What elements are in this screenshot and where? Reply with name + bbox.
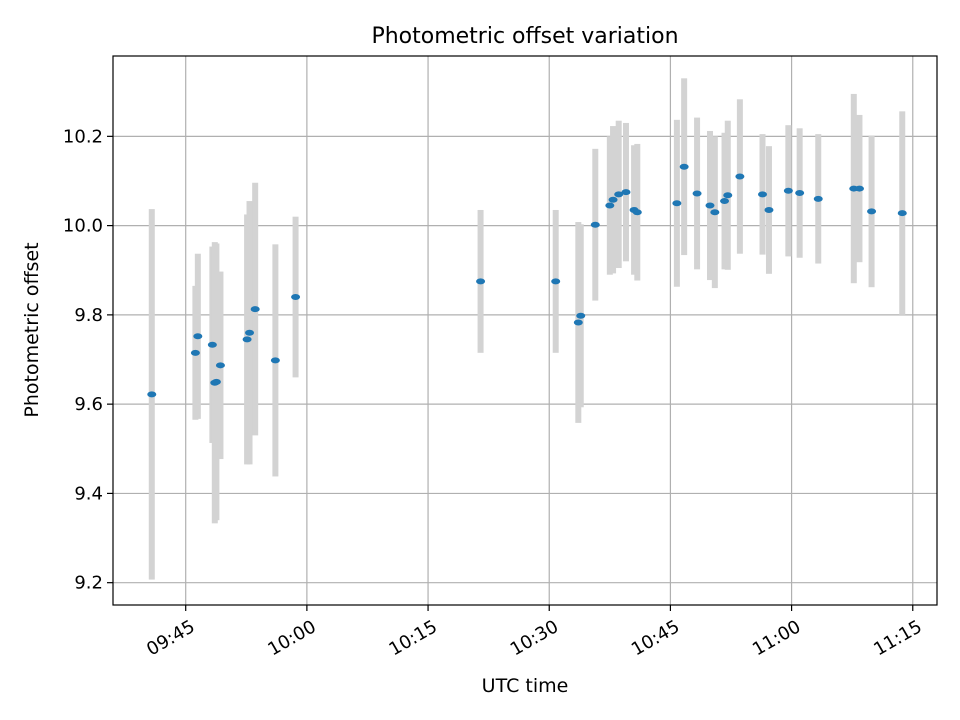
data-point (576, 312, 586, 319)
data-point (573, 319, 583, 326)
data-point (723, 192, 733, 199)
data-point (867, 208, 877, 215)
data-point (783, 187, 793, 194)
data-point (614, 191, 624, 198)
data-point (193, 333, 203, 340)
y-tick-label: 9.4 (74, 483, 103, 504)
y-axis: 9.2 9.4 9.6 9.8 10.0 10.2 (63, 126, 113, 594)
data-point (795, 190, 805, 197)
y-axis-label: Photometric offset (21, 242, 43, 417)
data-point (605, 202, 615, 209)
data-point (735, 173, 745, 180)
y-tick-label: 10.0 (63, 216, 103, 237)
data-point (854, 185, 864, 192)
data-point (608, 196, 618, 203)
data-point (211, 378, 221, 385)
data-point (551, 278, 561, 285)
data-points (147, 163, 907, 398)
data-point (710, 209, 720, 216)
chart-title: Photometric offset variation (371, 24, 678, 49)
data-point (190, 349, 200, 356)
x-axis-label: UTC time (482, 675, 569, 697)
y-tick-label: 10.2 (63, 126, 103, 147)
data-point (476, 278, 486, 285)
data-point (679, 163, 689, 170)
data-point (207, 341, 217, 348)
data-point (270, 357, 280, 364)
data-point (705, 202, 715, 209)
plot-area-frame (112, 55, 938, 606)
y-tick-label: 9.6 (74, 394, 103, 415)
data-point (897, 210, 907, 217)
data-point (692, 190, 702, 197)
data-point (245, 329, 255, 336)
data-point (147, 391, 157, 398)
data-point (621, 189, 631, 196)
data-point (632, 209, 642, 216)
data-point (672, 200, 682, 207)
data-point (242, 336, 252, 343)
data-point (764, 206, 774, 213)
y-tick-label: 9.2 (74, 573, 103, 594)
data-point (250, 306, 260, 313)
data-point (813, 195, 823, 202)
data-point (590, 221, 600, 228)
y-tick-label: 9.8 (74, 305, 103, 326)
data-point (720, 198, 730, 205)
data-point (758, 191, 768, 198)
data-point (291, 294, 301, 301)
data-point (215, 362, 225, 369)
